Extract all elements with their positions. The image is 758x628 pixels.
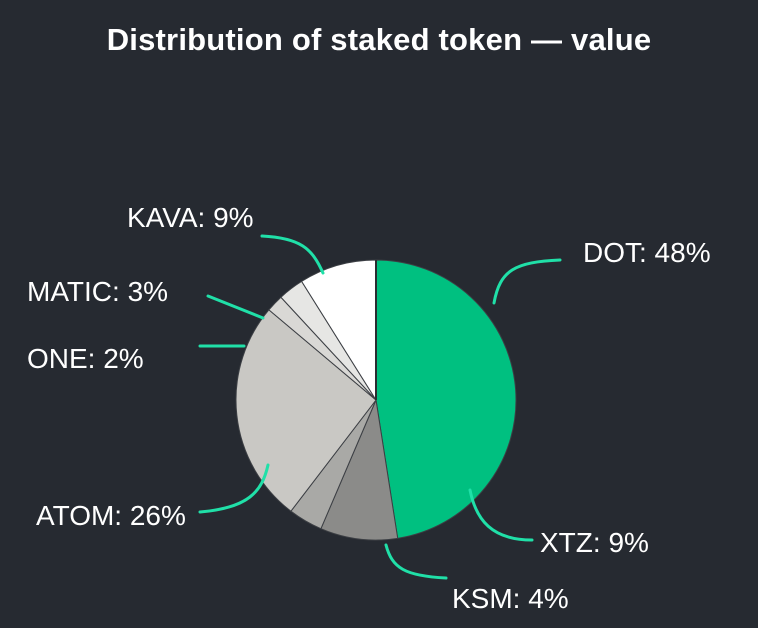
pie-slice-atom — [235, 309, 377, 512]
chart-title: Distribution of staked token — value — [106, 22, 652, 57]
leader-line-atom — [198, 463, 270, 514]
slice-label-atom: ATOM: 26% — [36, 500, 186, 531]
slice-label-one: ONE: 2% — [27, 343, 144, 374]
slice-label-ksm: KSM: 4% — [452, 583, 569, 614]
pie-slice-dot — [375, 259, 517, 539]
slice-label-kava: KAVA: 9% — [127, 202, 254, 233]
leader-line-kava — [260, 234, 325, 275]
slice-label-xtz: XTZ: 9% — [540, 527, 649, 558]
leader-line-xtz — [468, 488, 534, 542]
leader-line-matic — [206, 294, 265, 320]
slice-label-dot: DOT: 48% — [583, 237, 711, 268]
leader-line-ksm — [384, 543, 448, 580]
leader-line-dot — [492, 258, 562, 305]
slice-label-matic: MATIC: 3% — [27, 276, 168, 307]
